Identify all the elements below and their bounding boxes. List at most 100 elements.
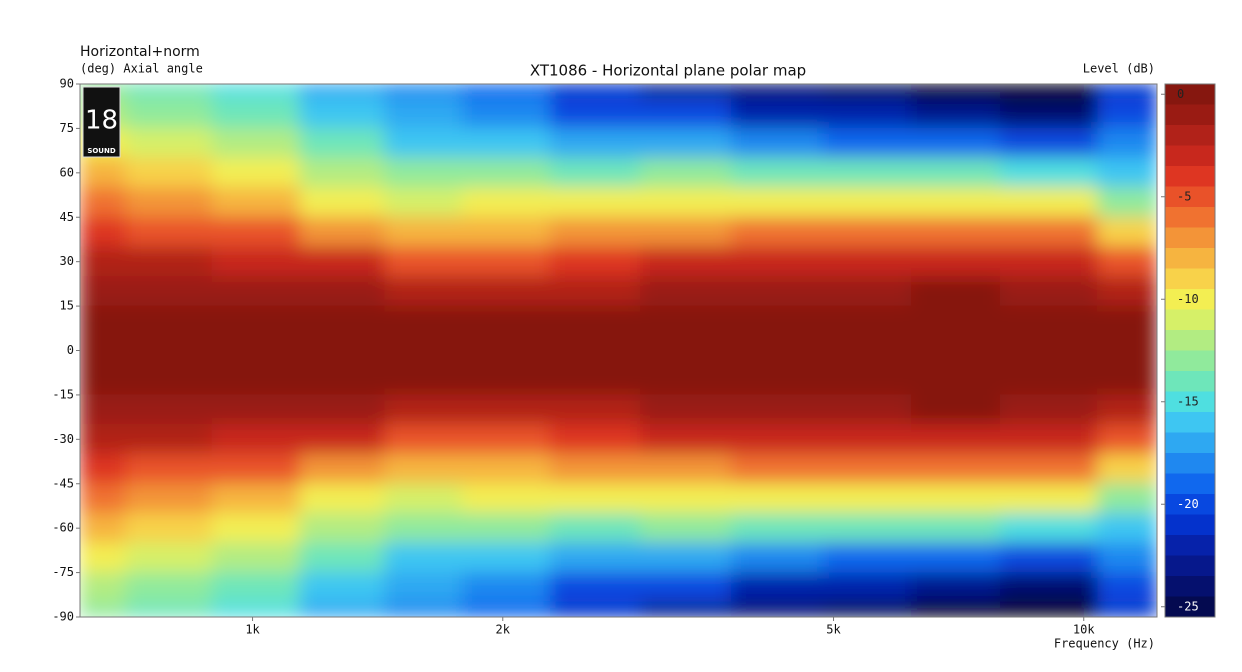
y-tick-label: 45	[60, 210, 74, 224]
map-cell	[461, 512, 551, 544]
map-cell	[211, 216, 301, 248]
map-cell	[730, 601, 825, 617]
map-cell	[461, 542, 551, 574]
map-cell	[640, 84, 732, 100]
map-cell	[549, 394, 642, 426]
map-cell	[823, 98, 912, 129]
map-cell	[823, 483, 912, 514]
map-cell	[910, 216, 1001, 248]
map-cell	[730, 512, 825, 544]
map-cell	[999, 275, 1099, 307]
map-cell	[80, 424, 127, 455]
map-cell	[999, 394, 1099, 426]
map-cell	[1097, 84, 1157, 100]
x-tick-label: 2k	[496, 623, 511, 637]
map-cell	[640, 364, 732, 396]
map-cell	[823, 572, 912, 603]
map-cell	[461, 127, 551, 159]
y-axis-label: (deg) Axial angle	[80, 62, 203, 76]
map-cell	[211, 187, 301, 218]
map-cell	[640, 216, 732, 248]
y-tick-label: 60	[60, 165, 74, 179]
map-cell	[910, 335, 1001, 366]
colorbar-tick-label: -20	[1177, 497, 1199, 511]
map-cell	[211, 157, 301, 189]
map-cell	[910, 275, 1001, 307]
map-cell	[461, 601, 551, 617]
map-cell	[461, 572, 551, 603]
map-cell	[461, 483, 551, 514]
map-cell	[823, 305, 912, 337]
map-cell	[461, 335, 551, 366]
map-cell	[384, 98, 463, 129]
colorbar-band	[1165, 207, 1215, 228]
map-cell	[1097, 483, 1157, 514]
map-cell	[823, 157, 912, 189]
map-cell	[549, 187, 642, 218]
map-cell	[1097, 157, 1157, 189]
map-cell	[910, 246, 1001, 277]
map-cell	[1097, 127, 1157, 159]
y-tick-label: -45	[52, 476, 74, 490]
map-cell	[910, 305, 1001, 337]
map-cell	[80, 572, 127, 603]
y-tick-label: -30	[52, 432, 74, 446]
map-cell	[549, 453, 642, 485]
map-cell	[299, 157, 386, 189]
map-cell	[384, 275, 463, 307]
colorbar-band	[1165, 371, 1215, 392]
colorbar-band	[1165, 268, 1215, 290]
map-cell	[999, 542, 1099, 574]
map-cell	[125, 424, 213, 455]
map-cell	[549, 127, 642, 159]
chart-title: XT1086 - Horizontal plane polar map	[530, 62, 806, 80]
map-cell	[384, 364, 463, 396]
colorbar-tick-label: -15	[1177, 394, 1199, 408]
map-cell	[910, 424, 1001, 455]
map-cell	[823, 542, 912, 574]
map-cell	[125, 601, 213, 617]
map-cell	[299, 305, 386, 337]
map-cell	[910, 364, 1001, 396]
map-cell	[823, 216, 912, 248]
map-cell	[999, 127, 1099, 159]
map-cell	[299, 424, 386, 455]
map-cell	[999, 98, 1099, 129]
map-cell	[80, 453, 127, 485]
map-cells	[80, 84, 1157, 617]
map-cell	[1097, 216, 1157, 248]
map-cell	[384, 483, 463, 514]
map-cell	[823, 246, 912, 277]
map-cell	[640, 98, 732, 129]
x-tick-label: 5k	[826, 623, 841, 637]
colorbar-tick-label: -10	[1177, 292, 1199, 306]
map-cell	[384, 394, 463, 426]
colorbar-band	[1165, 166, 1215, 187]
map-cell	[125, 394, 213, 426]
map-cell	[910, 483, 1001, 514]
map-cell	[823, 335, 912, 366]
map-cell	[730, 394, 825, 426]
map-cell	[640, 187, 732, 218]
map-cell	[640, 275, 732, 307]
colorbar-band	[1165, 186, 1215, 208]
map-cell	[384, 424, 463, 455]
map-cell	[211, 512, 301, 544]
map-cell	[211, 84, 301, 100]
map-cell	[999, 84, 1099, 100]
map-cell	[823, 453, 912, 485]
map-cell	[549, 542, 642, 574]
map-cell	[1097, 453, 1157, 485]
map-cell	[1097, 572, 1157, 603]
map-cell	[299, 542, 386, 574]
map-cell	[730, 187, 825, 218]
map-cell	[640, 424, 732, 455]
map-cell	[299, 216, 386, 248]
map-cell	[999, 364, 1099, 396]
map-cell	[910, 84, 1001, 100]
map-cell	[999, 305, 1099, 337]
map-cell	[125, 512, 213, 544]
x-tick-label: 1k	[245, 623, 260, 637]
map-cell	[910, 542, 1001, 574]
map-cell	[461, 453, 551, 485]
